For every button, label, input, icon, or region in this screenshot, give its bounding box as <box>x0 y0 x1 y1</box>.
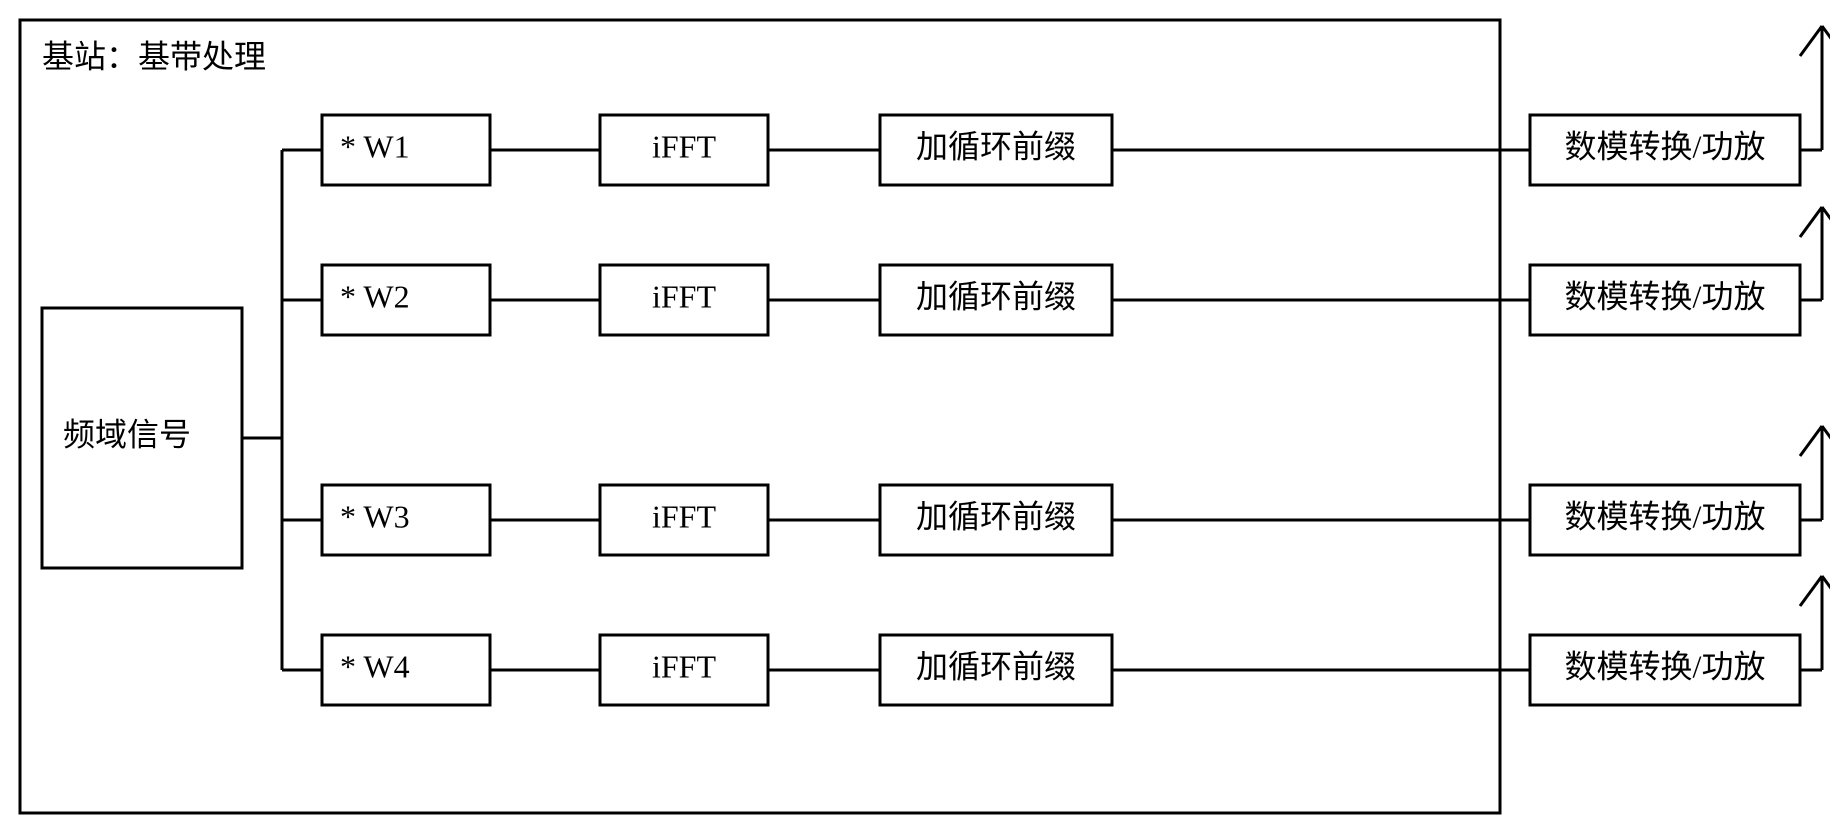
dac-label-3: 数模转换/功放 <box>1565 648 1766 684</box>
antenna-arm-l-2 <box>1800 426 1822 456</box>
ifft-label-0: iFFT <box>652 128 716 164</box>
weight-label-1: * W2 <box>340 278 410 314</box>
weight-label-2: * W3 <box>340 498 410 534</box>
antenna-arm-l-1 <box>1800 207 1822 237</box>
dac-label-2: 数模转换/功放 <box>1565 498 1766 534</box>
ifft-label-2: iFFT <box>652 498 716 534</box>
diagram-title: 基站：基带处理 <box>42 38 266 74</box>
dac-label-0: 数模转换/功放 <box>1565 128 1766 164</box>
cp-label-2: 加循环前缀 <box>916 498 1076 534</box>
ifft-label-3: iFFT <box>652 648 716 684</box>
cp-label-1: 加循环前缀 <box>916 278 1076 314</box>
antenna-arm-l-0 <box>1800 26 1822 56</box>
source-label: 频域信号 <box>63 416 191 452</box>
weight-label-3: * W4 <box>340 648 410 684</box>
ifft-label-1: iFFT <box>652 278 716 314</box>
antenna-arm-l-3 <box>1800 576 1822 606</box>
block-diagram: 基站：基带处理频域信号* W1iFFT加循环前缀数模转换/功放* W2iFFT加… <box>0 0 1830 833</box>
cp-label-0: 加循环前缀 <box>916 128 1076 164</box>
cp-label-3: 加循环前缀 <box>916 648 1076 684</box>
dac-label-1: 数模转换/功放 <box>1565 278 1766 314</box>
weight-label-0: * W1 <box>340 128 410 164</box>
